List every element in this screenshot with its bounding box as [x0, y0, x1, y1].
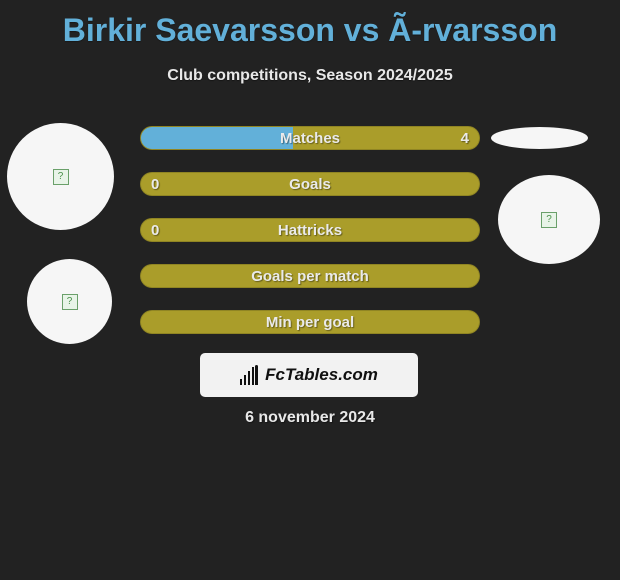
page-subtitle: Club competitions, Season 2024/2025	[0, 67, 620, 85]
generated-date: 6 november 2024	[0, 409, 620, 427]
player-avatar-right-1: ?	[498, 175, 600, 264]
image-placeholder-icon: ?	[541, 212, 557, 228]
stat-row-goals: 0 Goals	[140, 172, 480, 196]
player-avatar-left-1: ?	[7, 123, 114, 230]
stat-label: Min per goal	[141, 311, 479, 334]
stat-row-matches: Matches 4	[140, 126, 480, 150]
image-placeholder-icon: ?	[53, 169, 69, 185]
stat-label: Hattricks	[141, 219, 479, 242]
stat-row-mpg: Min per goal	[140, 310, 480, 334]
stats-table: Matches 4 0 Goals 0 Hattricks Goals per …	[140, 126, 480, 356]
fctables-logo-icon	[240, 365, 259, 385]
player-avatar-right-oval	[491, 127, 588, 149]
stat-label: Goals	[141, 173, 479, 196]
page-title: Birkir Saevarsson vs Ã-rvarsson	[0, 0, 620, 49]
stat-label: Matches	[141, 127, 479, 150]
fctables-badge-text: FcTables.com	[265, 365, 378, 385]
fctables-badge[interactable]: FcTables.com	[200, 353, 418, 397]
image-placeholder-icon: ?	[62, 294, 78, 310]
stat-label: Goals per match	[141, 265, 479, 288]
stat-row-gpm: Goals per match	[140, 264, 480, 288]
stat-right-value: 4	[461, 127, 469, 150]
player-avatar-left-2: ?	[27, 259, 112, 344]
stat-row-hattricks: 0 Hattricks	[140, 218, 480, 242]
